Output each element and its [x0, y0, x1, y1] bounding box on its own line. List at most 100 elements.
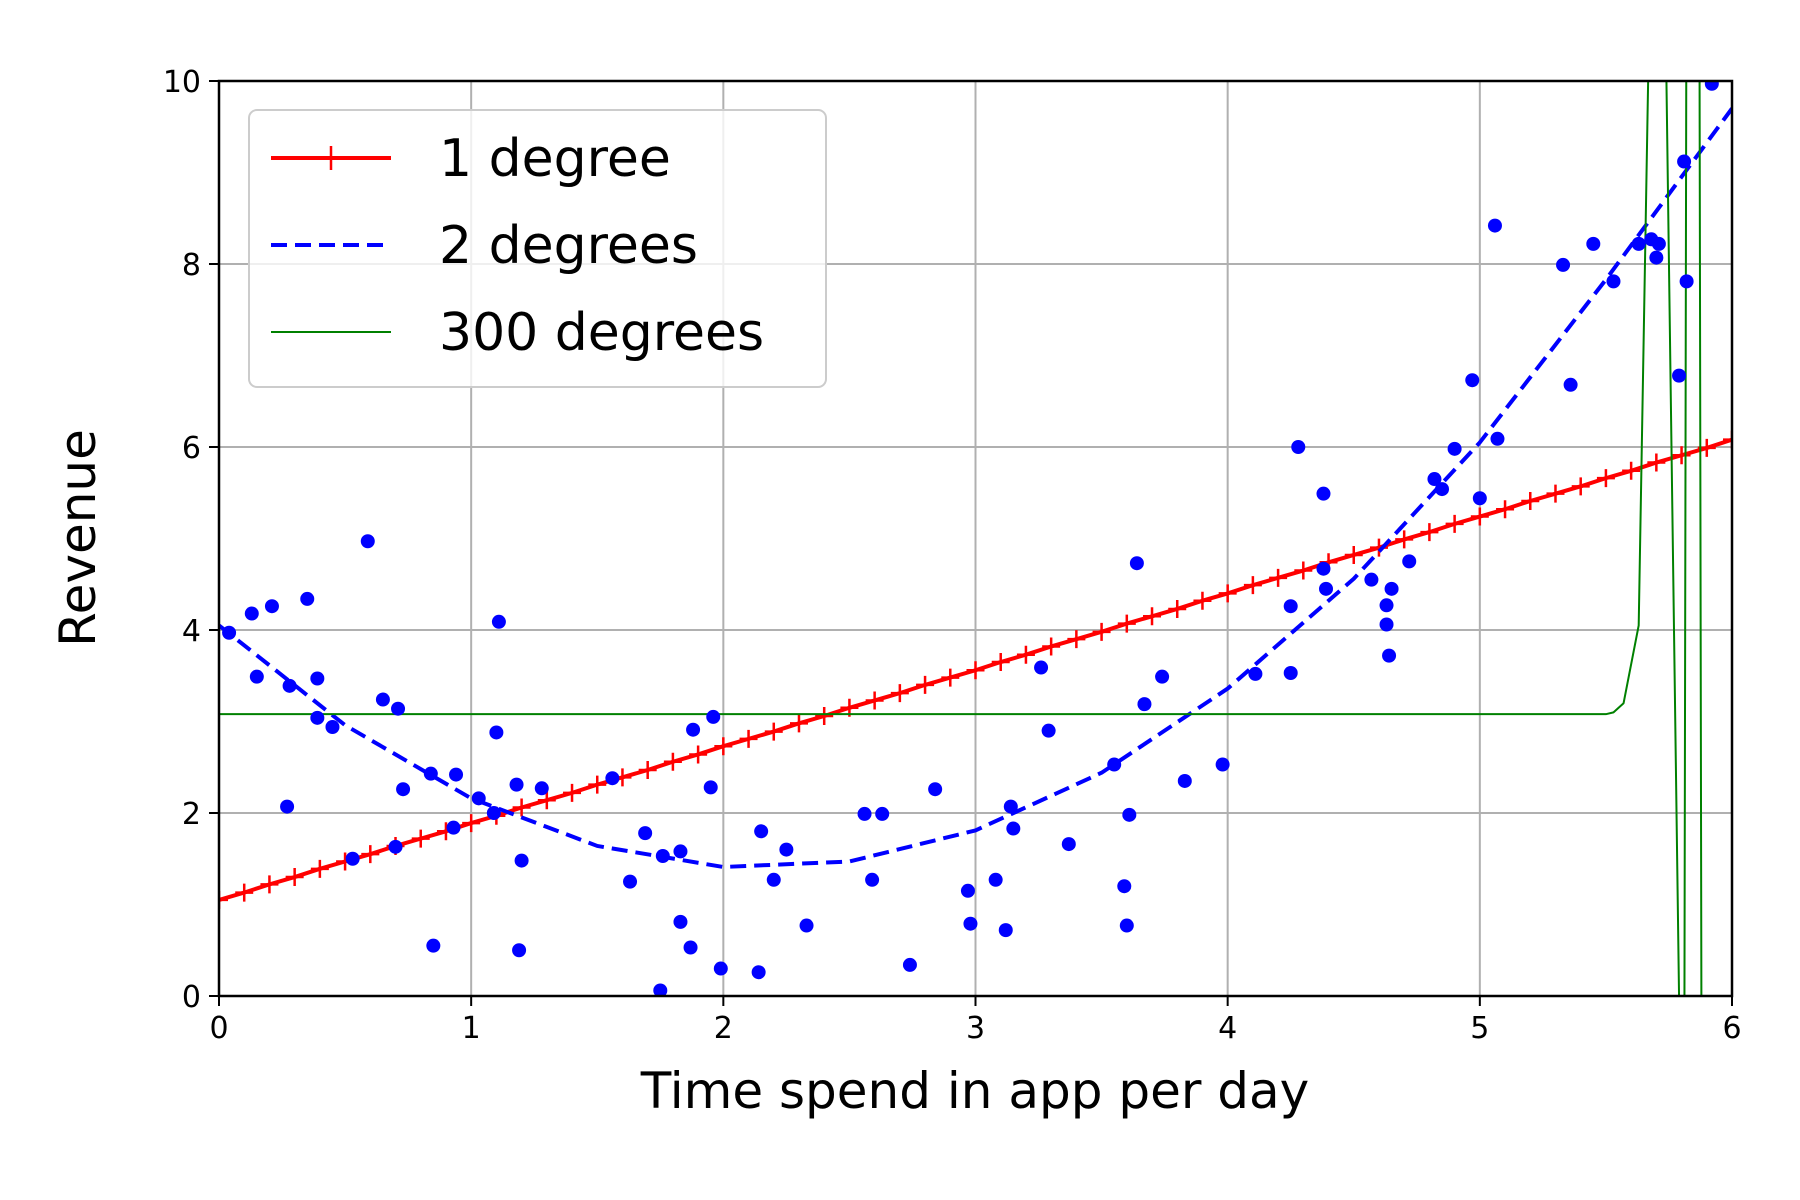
y-tick-label: 4 — [182, 614, 201, 649]
marker — [1369, 538, 1388, 557]
x-tick-label: 6 — [1722, 1011, 1741, 1046]
scatter-point — [875, 806, 890, 821]
scatter-point — [244, 606, 259, 621]
marker — [1596, 469, 1615, 488]
scatter-point — [1679, 274, 1694, 289]
scatter-point — [423, 766, 438, 781]
legend: 1 degree 2 degrees 300 degrees — [248, 109, 827, 388]
scatter-point — [300, 591, 315, 606]
scatter-point — [1704, 81, 1719, 91]
scatter-point — [1435, 482, 1450, 497]
scatter-point — [1003, 799, 1018, 814]
marker — [1092, 622, 1111, 641]
scatter-point — [655, 849, 670, 864]
scatter-point — [360, 534, 375, 549]
scatter-point — [325, 719, 340, 734]
scatter-point — [683, 940, 698, 955]
scatter-point — [1122, 807, 1137, 822]
scatter-point — [1117, 879, 1132, 894]
scatter-point — [799, 918, 814, 933]
scatter-point — [222, 625, 237, 640]
scatter-point — [1427, 472, 1442, 487]
marker — [1395, 530, 1414, 549]
scatter-point — [1364, 572, 1379, 587]
x-axis-label: Time spend in app per day — [640, 1062, 1310, 1120]
scatter-point — [1465, 373, 1480, 388]
scatter-point — [514, 853, 529, 868]
marker — [512, 798, 531, 817]
scatter-point — [282, 678, 297, 693]
marker — [1143, 607, 1162, 626]
legend-label: 1 degree — [439, 129, 671, 189]
scatter-point — [1472, 491, 1487, 506]
scatter-point — [673, 844, 688, 859]
scatter-point — [388, 839, 403, 854]
marker — [1445, 514, 1464, 533]
scatter-point — [1119, 918, 1134, 933]
marker — [638, 760, 657, 779]
scatter-point — [638, 826, 653, 841]
scatter-point — [512, 943, 527, 958]
marker — [1521, 491, 1540, 510]
marker — [1016, 645, 1035, 664]
scatter-point — [446, 820, 461, 835]
marker — [1723, 430, 1732, 449]
scatter-point — [1129, 556, 1144, 571]
scatter-point — [1316, 486, 1331, 501]
marker — [1496, 500, 1515, 519]
marker — [1168, 599, 1187, 618]
scatter-point — [1672, 368, 1687, 383]
scatter-point — [963, 916, 978, 931]
scatter-point — [1556, 257, 1571, 272]
scatter-point — [1034, 660, 1049, 675]
marker — [714, 737, 733, 756]
scatter-point — [1677, 154, 1692, 169]
scatter-point — [1382, 648, 1397, 663]
scatter-point — [280, 799, 295, 814]
y-tick-label: 0 — [182, 980, 201, 1015]
y-tick-label: 8 — [182, 248, 201, 283]
marker — [1294, 561, 1313, 580]
scatter-point — [1319, 581, 1334, 596]
legend-box — [248, 109, 827, 388]
marker — [991, 653, 1010, 672]
scatter-point — [960, 883, 975, 898]
x-tick-label: 3 — [966, 1011, 985, 1046]
scatter-point — [673, 914, 688, 929]
marker — [235, 883, 254, 902]
scatter-point — [751, 965, 766, 980]
line — [219, 107, 1732, 869]
scatter-point — [1291, 440, 1306, 454]
marker — [1269, 568, 1288, 587]
scatter-point — [1107, 757, 1122, 772]
scatter-point — [1379, 598, 1394, 613]
marker — [361, 845, 380, 864]
scatter-point — [1137, 697, 1152, 712]
scatter-point — [605, 771, 620, 786]
scatter-point — [706, 709, 721, 724]
scatter-point — [249, 669, 264, 684]
scatter-point — [902, 957, 917, 972]
scatter-point — [1649, 250, 1664, 265]
scatter-point — [1177, 773, 1192, 788]
scatter-point — [396, 782, 411, 797]
scatter-point — [1215, 757, 1230, 772]
marker — [916, 675, 935, 694]
legend-marker — [319, 146, 343, 170]
y-tick-label: 6 — [182, 431, 201, 466]
marker — [1067, 630, 1086, 649]
scatter-point — [1586, 236, 1601, 251]
marker — [411, 829, 430, 848]
marker — [890, 684, 909, 703]
legend-label: 300 degrees — [439, 303, 764, 363]
scatter-point — [623, 874, 638, 889]
legend-label: 2 degrees — [439, 216, 698, 276]
scatter-point — [1061, 837, 1076, 852]
scatter-point — [1490, 431, 1505, 446]
marker — [789, 714, 808, 733]
scatter-point — [509, 777, 524, 792]
scatter-point — [426, 938, 441, 953]
scatter-point — [391, 701, 406, 716]
